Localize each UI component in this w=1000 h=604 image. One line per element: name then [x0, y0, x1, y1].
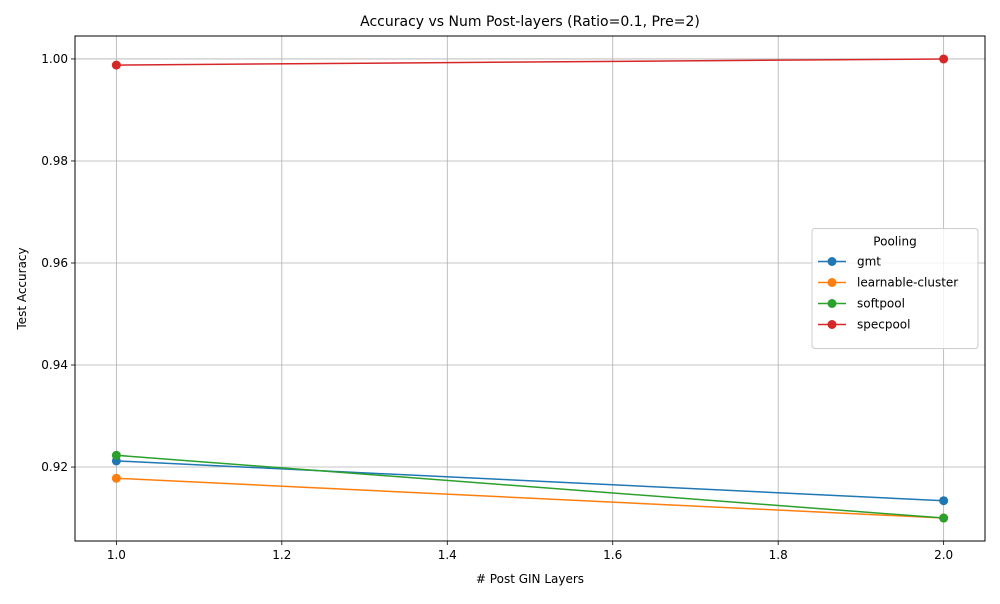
legend-item: softpool: [818, 297, 905, 311]
x-axis-ticks: 1.0 1.2 1.4 1.6 1.8 2.0: [107, 541, 953, 562]
x-tick-label: 1.6: [603, 548, 622, 562]
data-point: [111, 60, 121, 70]
legend-marker: [827, 257, 837, 266]
y-tick-label: 0.98: [41, 154, 68, 168]
x-tick-label: 1.0: [107, 548, 126, 562]
legend-item: specpool: [818, 318, 910, 332]
x-axis-label: # Post GIN Layers: [476, 572, 584, 586]
legend-label: specpool: [857, 318, 910, 332]
series-line: [116, 477, 944, 519]
data-point: [111, 473, 121, 483]
legend: Pooling gmt learnable-cluster softpool spec…: [811, 228, 979, 349]
y-tick-label: 0.92: [41, 460, 68, 474]
y-axis-label: Test Accuracy: [15, 247, 29, 330]
y-tick-label: 0.96: [41, 256, 68, 270]
legend-marker: [827, 320, 837, 329]
x-tick-label: 1.8: [769, 548, 788, 562]
plot-frame: [74, 35, 986, 542]
legend-item: gmt: [818, 255, 881, 269]
series-line: [116, 58, 944, 66]
legend-item: learnable-cluster: [818, 276, 958, 290]
chart-title: Accuracy vs Num Post-layers (Ratio=0.1, …: [360, 14, 700, 30]
legend-label: learnable-cluster: [857, 276, 958, 290]
data-point: [111, 450, 121, 460]
legend-label: softpool: [857, 297, 905, 311]
series-specpool: [111, 54, 949, 70]
x-tick-label: 1.4: [438, 548, 457, 562]
legend-box: [811, 228, 979, 349]
x-tick-label: 2.0: [934, 548, 953, 562]
data-point: [939, 54, 949, 64]
y-axis-ticks: 0.92 0.94 0.96 0.98 1.00: [41, 52, 75, 474]
legend-marker: [827, 278, 837, 287]
series-line: [116, 454, 944, 519]
series-line: [116, 460, 944, 502]
legend-title: Pooling: [873, 235, 916, 249]
y-tick-label: 1.00: [41, 52, 68, 66]
series-softpool: [111, 450, 949, 523]
y-tick-label: 0.94: [41, 358, 68, 372]
data-point: [939, 513, 949, 523]
legend-label: gmt: [857, 255, 881, 269]
series-group: [111, 54, 949, 523]
legend-items: gmt learnable-cluster softpool specpool: [818, 255, 958, 332]
data-point: [939, 496, 949, 506]
legend-marker: [827, 299, 837, 308]
x-tick-label: 1.2: [272, 548, 291, 562]
